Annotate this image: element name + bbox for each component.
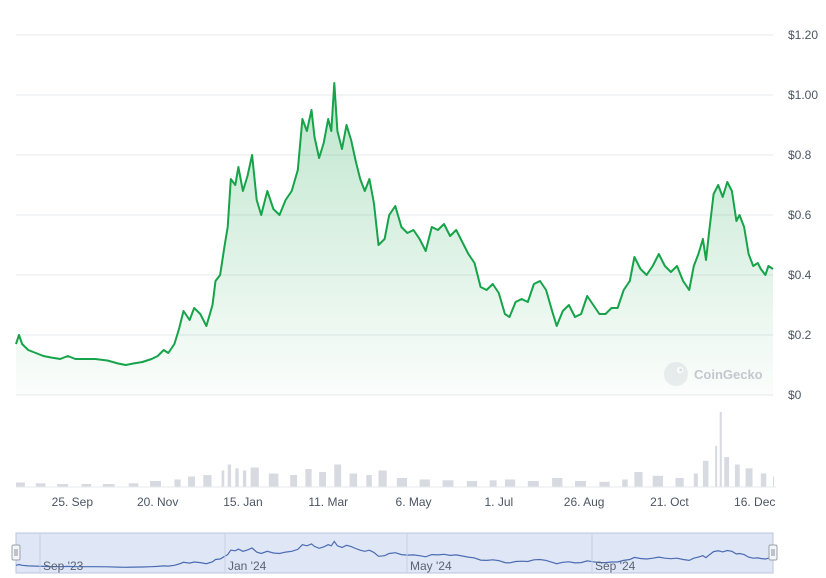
volume-bar [745, 468, 753, 488]
volume-bar [250, 467, 259, 487]
volume-bar [634, 472, 643, 487]
volume-bar [35, 483, 46, 488]
volume-bar [702, 460, 709, 488]
volume-bar [724, 457, 730, 487]
volume-bar [81, 484, 92, 487]
y-tick-label: $0.4 [788, 268, 812, 282]
volume-bar [334, 464, 342, 487]
volume-bar [675, 478, 684, 487]
volume-bar [575, 481, 586, 487]
volume-bar [652, 475, 663, 488]
volume-bar [419, 479, 430, 487]
volume-bar [366, 475, 372, 487]
y-tick-label: $1.00 [788, 88, 818, 102]
volume-bar [489, 480, 497, 488]
volume-bar [396, 478, 408, 487]
x-tick-label: 6. May [396, 495, 432, 509]
y-axis: $0 $0.2 $0.4 $0.6 $0.8 $1.00 $1.20 [788, 28, 818, 402]
volume-bar [290, 475, 298, 487]
x-tick-label: 15. Jan [223, 495, 262, 509]
y-tick-label: $0.6 [788, 208, 812, 222]
volume-bar [734, 464, 740, 487]
volume-bar [268, 473, 279, 487]
volume-bar [760, 473, 767, 487]
volume-bar [622, 479, 628, 487]
x-tick-label: 11. Mar [308, 495, 348, 509]
x-tick-label: 16. Dec [734, 495, 775, 509]
drag-handle-icon [14, 549, 18, 556]
volume-bar [693, 473, 698, 487]
navigator-label: Sep '23 [43, 559, 84, 573]
volume-bar [150, 481, 161, 487]
navigator-label: May '24 [410, 559, 452, 573]
volume-bar [599, 481, 610, 488]
volume-bar [305, 469, 312, 487]
volume-bar [552, 478, 563, 487]
x-tick-label: 26. Aug [564, 495, 605, 509]
volume-bar [466, 481, 478, 487]
navigator-handle-right[interactable] [768, 544, 778, 561]
volume-bar [442, 480, 454, 488]
navigator-labels: Sep '23 Jan '24 May '24 Sep '24 [39, 533, 636, 573]
navigator[interactable]: Sep '23 Jan '24 May '24 Sep '24 [11, 532, 778, 574]
volume-bar [719, 412, 722, 487]
price-line [15, 82, 774, 366]
y-tick-label: $0 [788, 388, 802, 402]
volume-bar [57, 484, 69, 487]
volume-bar [221, 470, 225, 487]
volume-bars [16, 412, 774, 488]
volume-bar [773, 476, 774, 487]
volume-bar [242, 470, 247, 487]
price-area [16, 83, 773, 395]
volume-bar [16, 482, 25, 487]
x-tick-label: 20. Nov [137, 495, 178, 509]
volume-bar [349, 473, 358, 487]
navigator-label: Sep '24 [595, 559, 636, 573]
y-tick-label: $1.20 [788, 28, 818, 42]
volume-bar [203, 475, 212, 487]
watermark: CoinGecko [664, 362, 763, 386]
volume-bar [527, 481, 539, 487]
navigator-line [15, 540, 774, 568]
volume-bar [235, 468, 239, 488]
x-tick-label: 25. Sep [52, 495, 94, 509]
x-axis: 25. Sep 20. Nov 15. Jan 11. Mar 6. May 1. Jul… [52, 495, 776, 509]
drag-handle-icon [771, 549, 775, 556]
volume-bar [188, 476, 195, 487]
volume-bar [174, 479, 181, 487]
x-tick-label: 1. Jul [484, 495, 513, 509]
coingecko-logo-icon [664, 362, 688, 386]
volume-bar [128, 483, 139, 488]
volume-bar [102, 484, 115, 487]
x-tick-label: 21. Oct [650, 495, 689, 509]
y-tick-label: $0.8 [788, 148, 812, 162]
volume-bar [715, 445, 718, 488]
y-tick-label: $0.2 [788, 328, 812, 342]
volume-bar [378, 470, 387, 487]
navigator-label: Jan '24 [228, 559, 267, 573]
volume-bar [319, 472, 326, 487]
volume-bar [227, 464, 232, 487]
navigator-handle-left[interactable] [11, 544, 21, 561]
volume-bar [504, 479, 516, 487]
watermark-text: CoinGecko [694, 367, 763, 382]
